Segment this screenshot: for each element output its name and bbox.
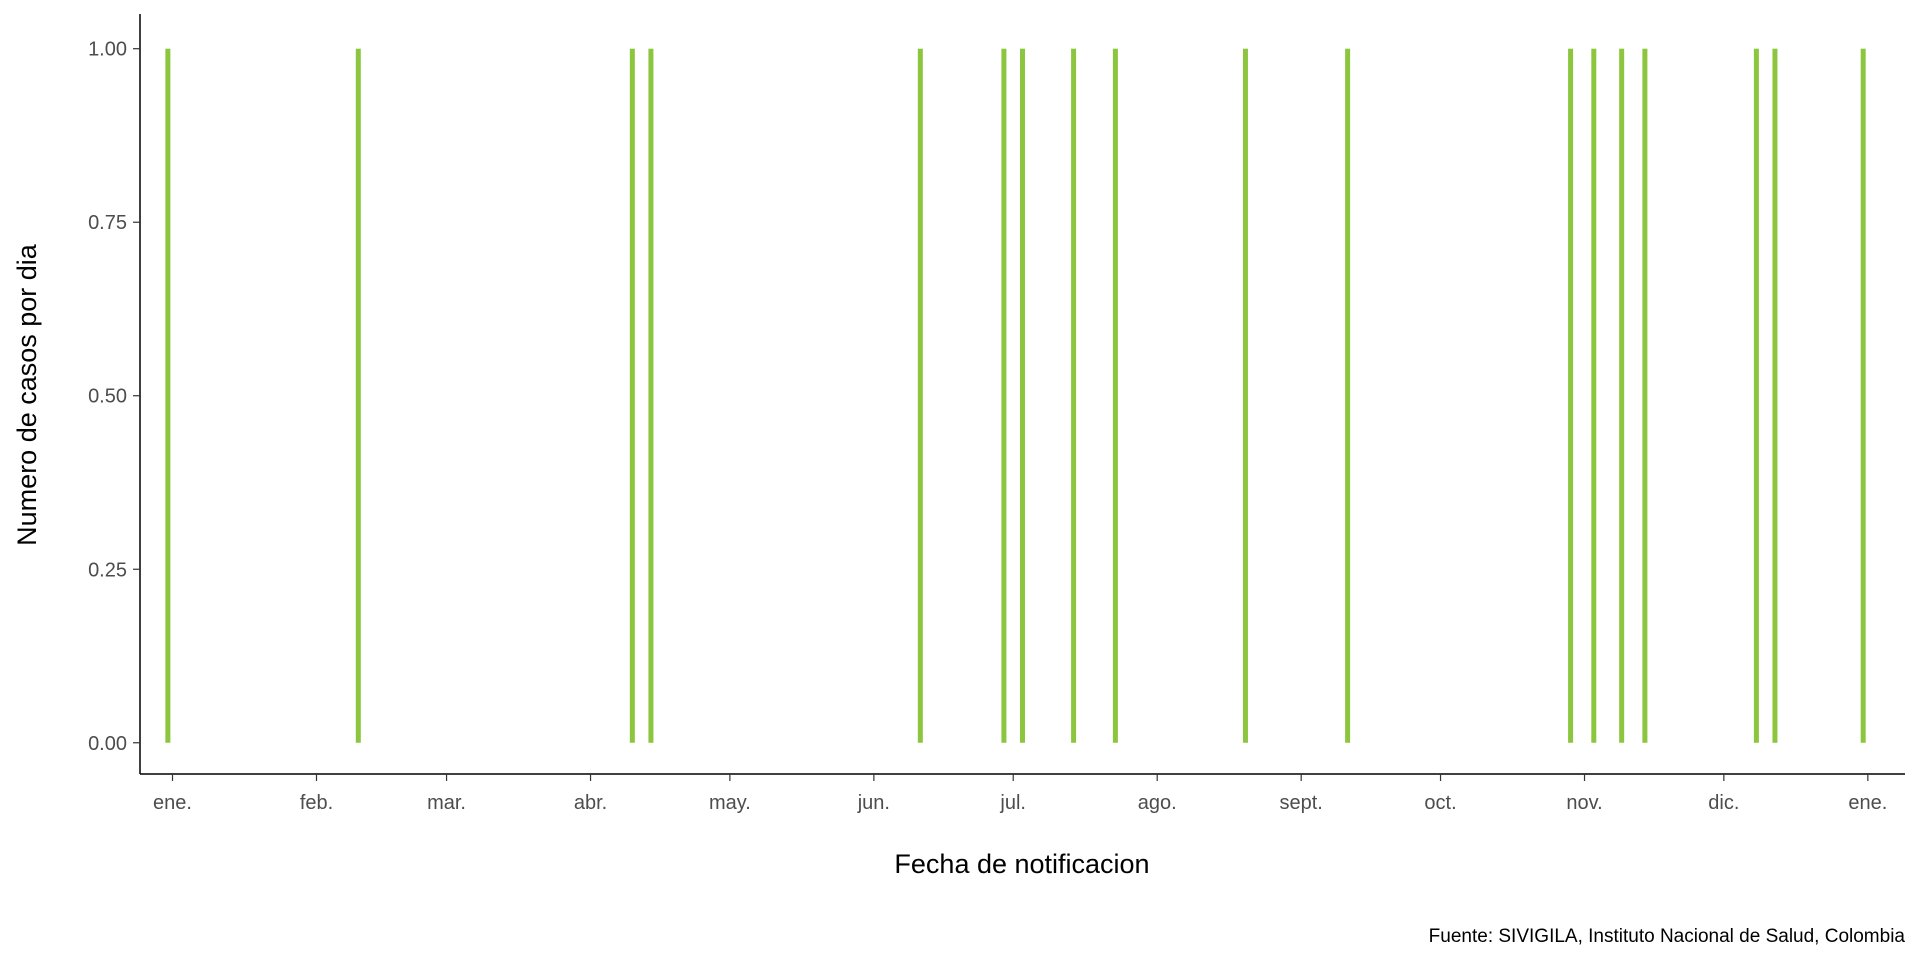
x-tick-label: ene.: [1848, 792, 1887, 814]
y-tick-label: 0.00: [88, 733, 127, 755]
bar: [1772, 48, 1778, 743]
bar: [1001, 48, 1007, 743]
y-tick-label: 0.75: [88, 212, 127, 234]
bar: [917, 48, 923, 743]
bar: [1071, 48, 1077, 743]
x-tick-label: ene.: [153, 792, 192, 814]
x-tick-label: ago.: [1138, 792, 1177, 814]
bar: [1345, 48, 1351, 743]
x-tick-label: feb.: [300, 792, 333, 814]
y-tick-label: 1.00: [88, 39, 127, 61]
x-tick-label: oct.: [1424, 792, 1456, 814]
x-tick-label: jul.: [999, 792, 1026, 814]
x-tick-label: abr.: [574, 792, 607, 814]
x-axis: ene. feb. mar. abr. may. jun. jul. ago. sept. oct…: [140, 773, 1905, 814]
bar: [648, 48, 654, 743]
bar: [1860, 48, 1866, 743]
bar: [1020, 48, 1025, 743]
bar: [1591, 48, 1597, 743]
bar: [1568, 48, 1574, 743]
bar: [629, 48, 635, 743]
x-tick-label: mar.: [427, 792, 466, 814]
x-tick-label: may.: [709, 792, 751, 814]
bar: [355, 48, 361, 743]
source-caption: Fuente: SIVIGILA, Instituto Nacional de …: [1429, 926, 1906, 947]
bar: [1753, 48, 1759, 743]
bar: [1642, 48, 1648, 743]
y-tick-label: 0.25: [88, 559, 127, 581]
x-tick-label: dic.: [1708, 792, 1739, 814]
y-axis: 0.00 0.25 0.50 0.75 1.00: [88, 14, 141, 774]
bars: [165, 48, 1866, 743]
bar: [1112, 48, 1118, 743]
bar: [165, 48, 171, 743]
y-axis-title: Numero de casos por dia: [12, 243, 42, 546]
x-tick-label: sept.: [1280, 792, 1323, 814]
x-tick-label: nov.: [1566, 792, 1602, 814]
x-axis-title: Fecha de notificacion: [894, 849, 1149, 879]
x-tick-label: jun.: [857, 792, 890, 814]
bar: [1242, 48, 1248, 743]
bar: [1619, 48, 1625, 743]
y-tick-label: 0.50: [88, 386, 127, 408]
